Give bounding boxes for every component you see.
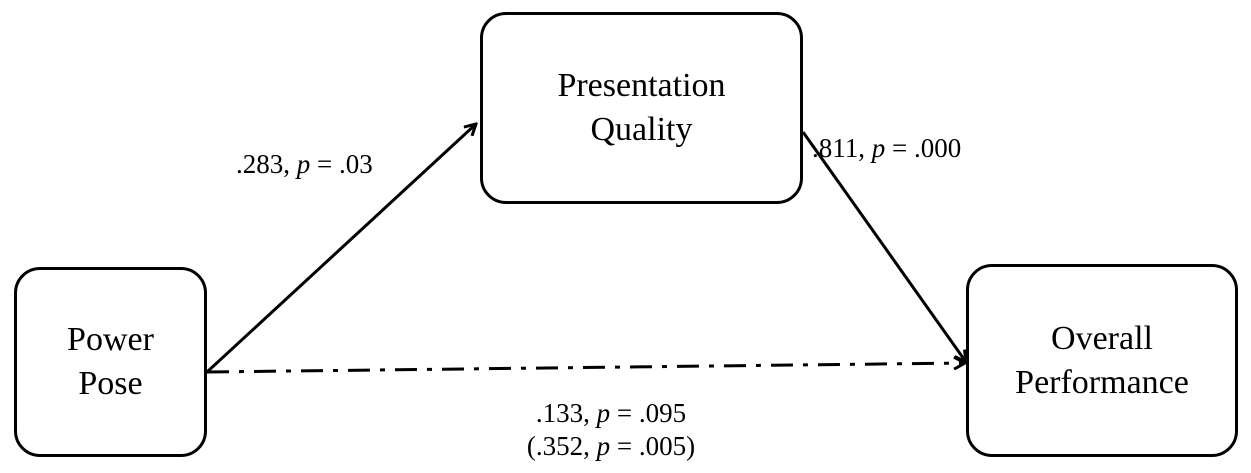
node-presentation-quality: Presentation Quality (480, 12, 803, 204)
label-path-b-coef: .811, (812, 133, 865, 163)
label-path-b: .811, p = .000 (812, 132, 961, 165)
label-path-c-total-p-symbol: p (596, 431, 611, 461)
node-power-pose-line1: Power (67, 321, 154, 358)
label-path-a-p-symbol: p (296, 149, 311, 179)
label-path-c-total-open: (.352, (526, 431, 590, 461)
label-path-c-total-p-value: = .005) (616, 431, 696, 461)
label-path-a: .283, p = .03 (236, 148, 373, 181)
node-power-pose-line2: Pose (78, 365, 143, 402)
label-path-b-p-symbol: p (871, 133, 886, 163)
node-overall-performance-line2: Performance (1015, 363, 1189, 401)
label-path-b-p-value: = .000 (892, 133, 962, 163)
node-presentation-quality-line1: Presentation (557, 67, 726, 104)
node-presentation-quality-line2: Quality (590, 111, 693, 148)
node-overall-performance-line1: Overall (1051, 319, 1153, 357)
arrow-presentation-quality-to-overall-performance (801, 131, 966, 362)
label-path-c-direct-p-symbol: p (596, 398, 611, 428)
label-path-c-total: (.352, p = .005) (491, 430, 731, 463)
node-power-pose: Power Pose (14, 267, 207, 457)
label-path-c-direct-coef: .133, (535, 398, 590, 428)
node-overall-performance: Overall Performance (966, 264, 1238, 457)
label-path-c-direct-p-value: = .095 (616, 398, 687, 428)
label-path-a-p-value: = .03 (317, 149, 373, 179)
label-path-a-coef: .283, (236, 149, 290, 179)
label-path-c: .133, p = .095 (.352, p = .005) (491, 397, 731, 463)
arrow-power-pose-to-presentation-quality (205, 124, 476, 374)
label-path-c-direct: .133, p = .095 (491, 397, 731, 430)
arrow-power-pose-to-overall-performance-dashed (206, 363, 965, 374)
